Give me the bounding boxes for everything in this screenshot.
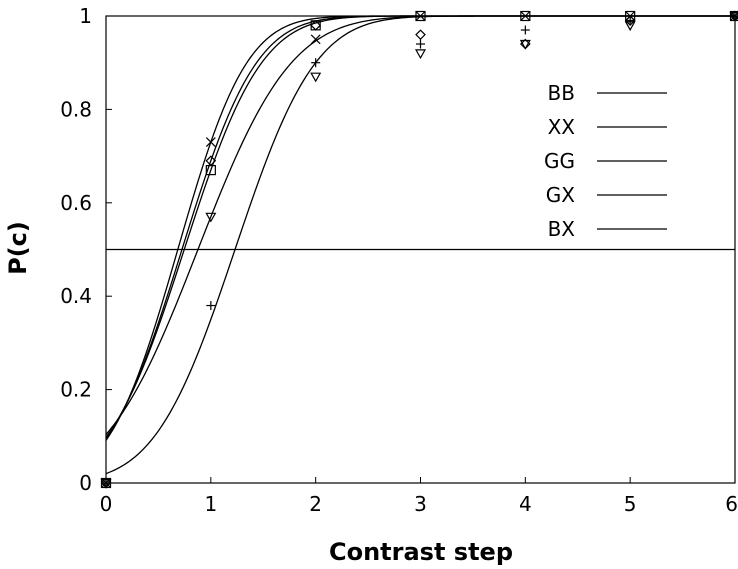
marker-gg [205, 155, 217, 167]
marker-gx [520, 25, 530, 35]
legend-label-gg: GG [544, 149, 575, 173]
y-tick-label: 0.6 [60, 191, 92, 215]
marker-gg [415, 29, 426, 41]
curve-bb [105, 15, 735, 438]
data-markers [100, 10, 738, 489]
marker-bx [519, 39, 531, 50]
marker-bx [624, 21, 636, 32]
marker-gx [206, 301, 216, 311]
tick-labels: 0 1 2 3 4 5 6 0 0.2 0.4 0.6 0.8 1 [60, 4, 738, 516]
legend: BB XX GG GX BX [544, 81, 667, 241]
marker-gg [310, 19, 322, 31]
curve-xx [105, 15, 735, 441]
marker-bb [520, 10, 531, 22]
x-tick-label: 5 [624, 492, 637, 516]
marker-xx [205, 137, 216, 148]
legend-label-bx: BX [548, 217, 576, 241]
y-tick-label: 0.2 [60, 378, 92, 402]
x-tick-label: 6 [725, 492, 738, 516]
marker-bx [100, 478, 112, 489]
marker-bx [205, 212, 217, 223]
marker-gx [625, 16, 635, 26]
x-tick-label: 3 [414, 492, 427, 516]
x-axis-title: Contrast step [329, 538, 513, 566]
marker-gx [416, 39, 425, 49]
marker-gx [311, 58, 321, 68]
marker-xx [415, 11, 426, 21]
x-tick-label: 1 [204, 492, 217, 516]
y-tick-label: 0.4 [60, 284, 92, 308]
marker-xx [520, 11, 531, 21]
marker-bx [414, 49, 427, 60]
y-tick-label: 0.8 [60, 97, 92, 121]
curve-bx [105, 15, 735, 435]
marker-bx [310, 72, 322, 83]
y-axis-title: P(c) [4, 221, 32, 275]
curve-gg [105, 15, 735, 439]
x-tick-label: 4 [519, 492, 532, 516]
fitted-curves [105, 15, 735, 475]
x-tick-label: 2 [309, 492, 322, 516]
legend-label-xx: XX [548, 115, 576, 139]
y-tick-label: 0 [79, 471, 92, 495]
x-tick-label: 0 [100, 492, 113, 516]
legend-label-bb: BB [548, 81, 575, 105]
legend-label-gx: GX [546, 183, 575, 207]
marker-bb [415, 10, 426, 22]
marker-bx [729, 11, 738, 22]
y-tick-label: 1 [79, 4, 92, 28]
marker-xx [310, 34, 321, 45]
